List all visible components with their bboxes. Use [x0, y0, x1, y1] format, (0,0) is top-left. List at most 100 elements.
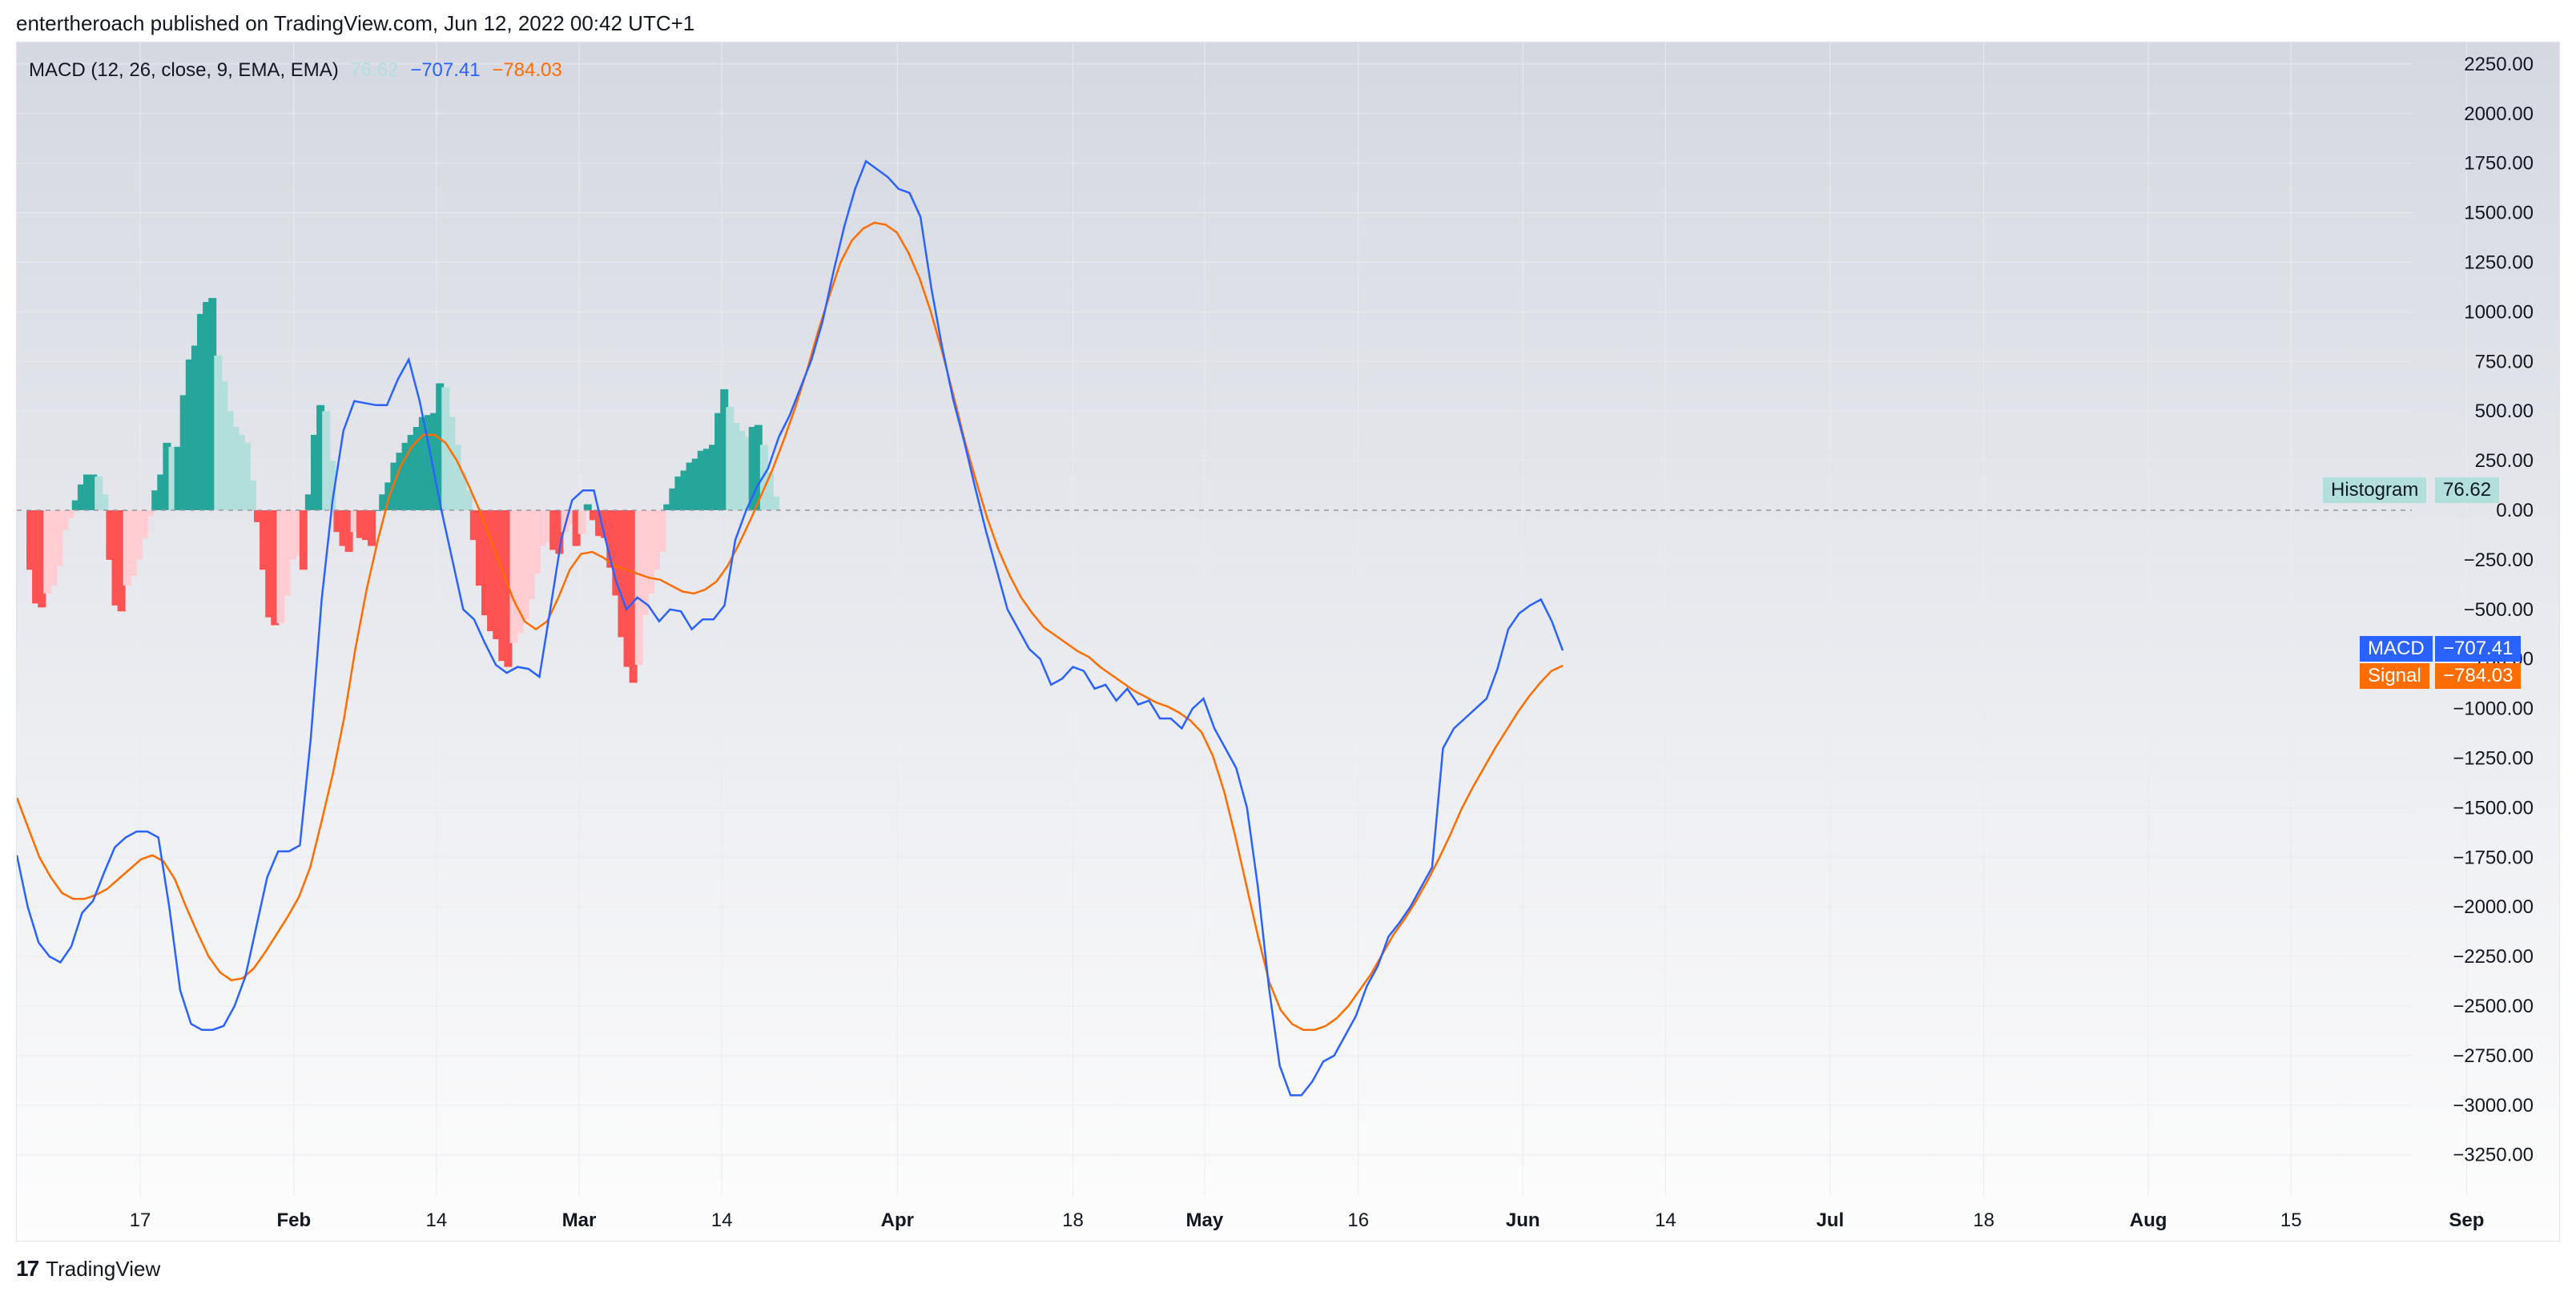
y-tick-label: 1750.00	[2464, 153, 2534, 175]
histogram-bar	[311, 434, 319, 510]
histogram-bar	[339, 510, 348, 546]
macd-chart[interactable]: 2250.00 2000.00 1750.00 1500.00 1250.00 1000.…	[17, 42, 2560, 1242]
histogram-bar	[174, 446, 183, 510]
macd-value-label: −707.41	[2435, 636, 2522, 662]
histogram-bar	[601, 510, 610, 538]
histogram-bar	[49, 510, 58, 586]
histogram-bar	[515, 510, 524, 634]
histogram-bar	[231, 427, 239, 510]
histogram-bar	[361, 510, 370, 541]
y-tick-label: −2000.00	[2453, 896, 2534, 918]
x-tick-label: Aug	[2130, 1209, 2167, 1231]
macd-name-label: MACD	[2360, 636, 2433, 662]
x-tick-label: 18	[1973, 1209, 1994, 1231]
legend-macd-value: −707.41	[410, 59, 481, 81]
price-axis[interactable]: 2250.00 2000.00 1750.00 1500.00 1250.00 1000.…	[2453, 54, 2534, 1166]
histogram-bar	[254, 510, 262, 522]
histogram-bar	[356, 510, 364, 538]
histogram-bar	[100, 494, 109, 510]
y-tick-label: 0.00	[2496, 500, 2534, 521]
histogram-bar	[413, 427, 421, 510]
histogram-bar	[652, 510, 660, 570]
y-tick-label: −1250.00	[2453, 748, 2534, 770]
brand-footer[interactable]: 17 TradingView	[16, 1256, 160, 1282]
x-tick-label: 15	[2280, 1209, 2302, 1231]
histogram-bar	[669, 488, 678, 510]
histogram-bar	[532, 510, 541, 574]
histogram-bar	[236, 434, 245, 510]
x-tick-label: 16	[1347, 1209, 1369, 1231]
histogram-bar	[430, 413, 439, 510]
histogram-bar	[396, 453, 405, 510]
histogram-bar	[38, 510, 46, 608]
histogram-bar	[106, 510, 115, 560]
histogram-bar	[179, 395, 188, 510]
histogram-bar	[663, 504, 672, 510]
y-tick-label: −2750.00	[2453, 1045, 2534, 1067]
histogram-bar	[163, 442, 171, 510]
histogram-bar	[282, 510, 291, 596]
x-tick-label: 14	[1655, 1209, 1676, 1231]
histogram-bar	[260, 510, 268, 570]
y-tick-label: 750.00	[2475, 351, 2534, 372]
histogram-bar	[208, 298, 217, 510]
histogram-bar	[242, 442, 251, 510]
histogram-bar	[469, 510, 478, 541]
histogram-bar	[146, 510, 155, 517]
time-axis[interactable]: 17 Feb 14 Mar 14 Apr 18 May 16 Jun 14 Jul 18 Aug 15 Sep	[130, 1209, 2485, 1231]
histogram-bar	[606, 510, 615, 568]
histogram-bar	[350, 510, 359, 533]
histogram-bar	[168, 446, 177, 510]
histogram-bar	[447, 417, 456, 510]
y-tick-label: 2000.00	[2464, 103, 2534, 125]
y-tick-label: −3000.00	[2453, 1095, 2534, 1117]
chart-background	[17, 42, 2559, 1241]
histogram-bar	[646, 510, 654, 594]
histogram-bar	[401, 442, 410, 510]
histogram-bar	[618, 510, 626, 638]
legend-indicator-name: MACD (12, 26, close, 9, EMA, EMA)	[29, 59, 339, 81]
attribution-header: entertheroach published on TradingView.c…	[16, 11, 695, 35]
y-tick-label: 1000.00	[2464, 301, 2534, 323]
signal-value-label: −784.03	[2435, 663, 2522, 689]
histogram-bar	[629, 510, 638, 683]
histogram-bar	[368, 510, 376, 546]
chart-pane[interactable]: 2250.00 2000.00 1750.00 1500.00 1250.00 1000.…	[16, 42, 2560, 1242]
x-tick-label: 14	[426, 1209, 448, 1231]
x-tick-label: 17	[130, 1209, 151, 1231]
histogram-bar	[407, 434, 416, 510]
y-tick-label: 1500.00	[2464, 203, 2534, 224]
y-tick-label: −1000.00	[2453, 698, 2534, 720]
histogram-bar	[333, 510, 342, 533]
histogram-bar	[748, 427, 757, 510]
histogram-bar	[521, 510, 529, 620]
histogram-bar	[566, 510, 575, 525]
histogram-bar	[726, 407, 735, 510]
histogram-bar	[344, 510, 353, 552]
histogram-bar	[111, 510, 120, 606]
legend-histogram-value: 76.62	[350, 59, 399, 81]
histogram-bar	[578, 510, 586, 534]
histogram-bar	[691, 458, 700, 510]
histogram-bar	[680, 470, 689, 510]
histogram-bar	[134, 510, 143, 560]
indicator-legend[interactable]: MACD (12, 26, close, 9, EMA, EMA) 76.62 …	[29, 59, 569, 82]
histogram-bar	[481, 510, 489, 616]
signal-line	[17, 221, 1564, 1031]
histogram-bar	[117, 510, 126, 612]
histogram-bar	[441, 387, 450, 510]
histogram-bar	[544, 510, 553, 542]
histogram-bar	[697, 450, 706, 510]
histogram-bar	[595, 510, 603, 537]
histogram-bar	[737, 430, 746, 510]
histogram-bar	[612, 510, 621, 596]
histogram-bar	[89, 474, 98, 510]
histogram-bar	[151, 490, 160, 510]
histogram-bar	[316, 404, 325, 510]
histogram-bar	[225, 411, 234, 510]
histogram-bar	[140, 510, 148, 538]
histogram-bar	[373, 510, 382, 511]
histogram-bar	[288, 510, 296, 560]
histogram-bar	[709, 445, 717, 510]
histogram-bar	[60, 510, 69, 530]
